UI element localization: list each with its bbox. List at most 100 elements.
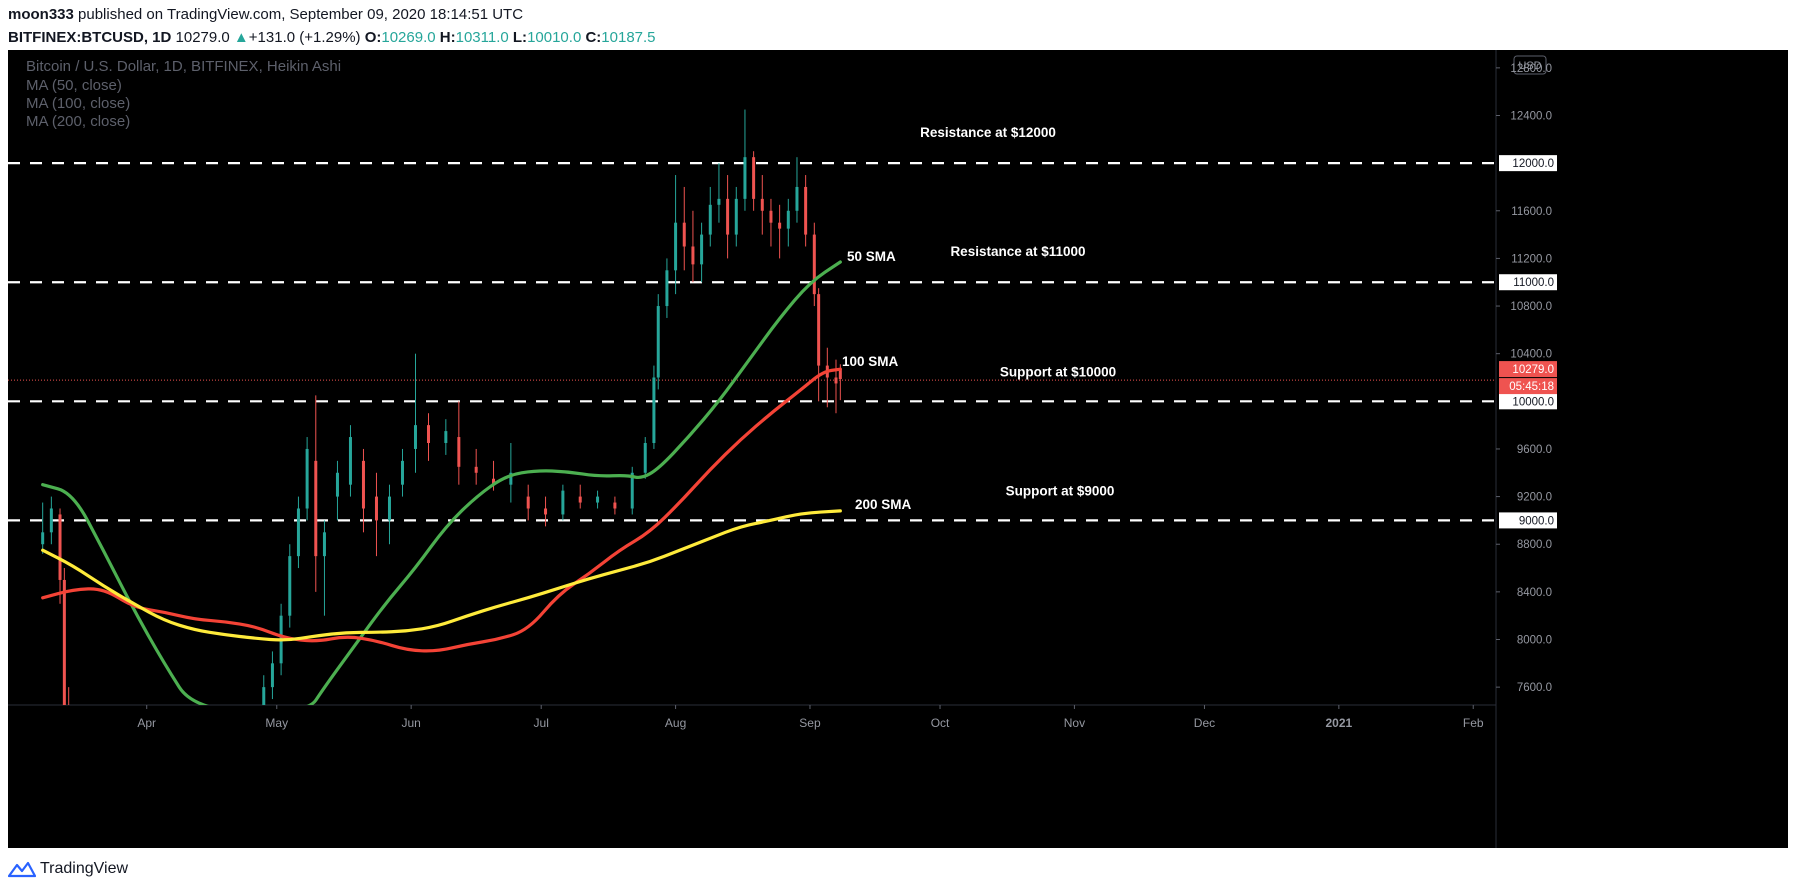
- level-label: Resistance at $12000: [920, 125, 1056, 140]
- y-tick-label: 12400.0: [1510, 111, 1552, 123]
- level-label: Support at $10000: [1000, 364, 1116, 379]
- candle-body: [41, 532, 45, 545]
- candle-body: [49, 508, 53, 533]
- candle: [596, 490, 600, 509]
- candle-body: [526, 496, 530, 509]
- candle: [67, 687, 70, 759]
- level-axis-label: 11000.0: [1513, 277, 1554, 289]
- up-arrow-icon: ▲: [233, 29, 249, 46]
- candle-body: [700, 234, 704, 265]
- candle-body: [786, 210, 790, 229]
- candle: [361, 448, 365, 533]
- y-tick-label: 9200.0: [1517, 492, 1552, 504]
- candle: [613, 496, 617, 515]
- candle-body: [804, 186, 808, 235]
- candle: [743, 109, 747, 211]
- tradingview-logo-icon: [8, 861, 36, 878]
- candle-body: [348, 437, 352, 485]
- candle: [41, 502, 45, 554]
- price-change: +131.0 (+1.29%): [248, 29, 361, 46]
- countdown-badge: [1499, 378, 1557, 395]
- candle-body: [708, 204, 712, 235]
- candle-body: [509, 472, 513, 485]
- candle: [262, 675, 266, 705]
- candle: [270, 651, 274, 700]
- candle: [544, 496, 548, 527]
- candle-body: [457, 437, 461, 467]
- author-name[interactable]: moon333: [8, 6, 74, 23]
- candle-body: [400, 460, 404, 485]
- publish-info: moon333 published on TradingView.com, Se…: [8, 6, 523, 23]
- candle: [665, 258, 669, 318]
- candle: [786, 198, 790, 247]
- ma100-line: [41, 367, 842, 653]
- candle: [708, 186, 712, 247]
- candle-body: [596, 496, 600, 503]
- candle: [700, 222, 704, 283]
- last-price-badge: [1499, 361, 1557, 378]
- symbol-info: BITFINEX:BTCUSD, 1D 10279.0 ▲+131.0 (+1.…: [8, 29, 656, 46]
- y-tick-label: 8400.0: [1517, 587, 1552, 599]
- publish-text: published on TradingView.com, September …: [78, 6, 524, 23]
- candle: [322, 520, 326, 616]
- candle-body: [717, 198, 721, 205]
- legend-title: Bitcoin / U.S. Dollar, 1D, BITFINEX, Hei…: [26, 58, 342, 75]
- candle-body: [361, 460, 365, 509]
- x-tick-label: Sep: [799, 716, 821, 730]
- candle-body: [288, 556, 292, 616]
- level-axis-badge: [1499, 274, 1557, 291]
- candle: [400, 448, 404, 497]
- candle-body: [630, 472, 634, 509]
- candle-body: [492, 478, 496, 485]
- legend-ma50: MA (50, close): [26, 77, 122, 94]
- candle: [630, 466, 634, 515]
- y-tick-label: 11600.0: [1511, 206, 1552, 218]
- close-label: C:: [585, 29, 602, 46]
- candle-body: [778, 222, 782, 229]
- candle-body: [474, 466, 478, 473]
- level-axis-badge: [1499, 512, 1557, 529]
- candle: [457, 401, 461, 485]
- candle: [691, 210, 695, 283]
- candle: [62, 568, 66, 705]
- candle-body: [726, 198, 730, 235]
- candle-body: [643, 443, 647, 473]
- currency-badge-label: USD: [1518, 60, 1541, 72]
- candle-body: [322, 532, 326, 557]
- brand-name: TradingView: [40, 860, 129, 877]
- candle-body: [834, 377, 838, 384]
- legend-ma200: MA (200, close): [26, 113, 131, 130]
- open-value: 10269.0: [381, 29, 436, 46]
- y-tick-label: 10400.0: [1510, 349, 1552, 361]
- y-tick-label: 11200.0: [1511, 253, 1552, 265]
- candle-body: [270, 663, 274, 688]
- level-label: Support at $9000: [1006, 483, 1115, 498]
- y-tick-label: 10800.0: [1510, 301, 1552, 313]
- last-price: 10279.0: [175, 29, 230, 46]
- candle: [834, 359, 838, 414]
- x-tick-label: Nov: [1064, 716, 1085, 730]
- candle-body: [335, 472, 339, 497]
- candle-body: [67, 711, 70, 759]
- y-tick-label: 9600.0: [1517, 444, 1552, 456]
- level-label: Resistance at $11000: [950, 244, 1085, 259]
- candle: [717, 163, 721, 223]
- high-value: 10311.0: [455, 29, 509, 46]
- candle: [769, 198, 773, 247]
- ma50-line: [41, 260, 842, 705]
- level-axis-label: 10000.0: [1512, 396, 1554, 408]
- candle-body: [817, 294, 821, 366]
- tradingview-logo[interactable]: TradingView: [8, 860, 128, 878]
- chart-area[interactable]: USD 12800.0 12400.0 11600.0 11200.0 10800.0 10…: [8, 50, 1788, 848]
- x-tick-label: Apr: [137, 716, 156, 730]
- candle: [348, 425, 352, 497]
- candle-body: [413, 425, 417, 449]
- high-label: H:: [439, 29, 456, 46]
- x-tick-label: Aug: [665, 716, 686, 730]
- candle: [413, 353, 417, 473]
- candle: [387, 484, 391, 545]
- candle: [444, 419, 448, 455]
- candle: [426, 413, 430, 461]
- candle: [734, 186, 738, 247]
